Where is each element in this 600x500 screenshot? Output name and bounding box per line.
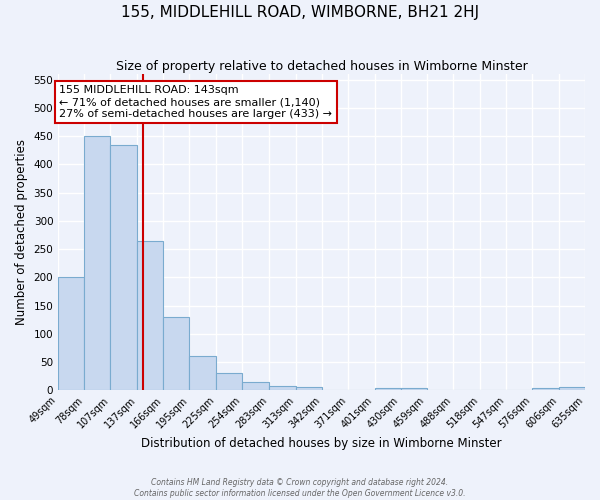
Bar [269, 386, 296, 390]
Title: Size of property relative to detached houses in Wimborne Minster: Size of property relative to detached ho… [116, 60, 527, 73]
Bar [374, 388, 401, 390]
Bar [137, 240, 163, 390]
Bar [190, 356, 217, 390]
Bar [532, 388, 559, 390]
Bar [242, 382, 269, 390]
Bar [163, 317, 190, 390]
X-axis label: Distribution of detached houses by size in Wimborne Minster: Distribution of detached houses by size … [141, 437, 502, 450]
Y-axis label: Number of detached properties: Number of detached properties [15, 139, 28, 325]
Bar [401, 388, 427, 390]
Bar [110, 144, 137, 390]
Bar [559, 388, 585, 390]
Text: 155, MIDDLEHILL ROAD, WIMBORNE, BH21 2HJ: 155, MIDDLEHILL ROAD, WIMBORNE, BH21 2HJ [121, 5, 479, 20]
Bar [84, 136, 110, 390]
Bar [58, 278, 84, 390]
Bar [296, 388, 322, 390]
Bar [217, 374, 242, 390]
Text: Contains HM Land Registry data © Crown copyright and database right 2024.
Contai: Contains HM Land Registry data © Crown c… [134, 478, 466, 498]
Text: 155 MIDDLEHILL ROAD: 143sqm
← 71% of detached houses are smaller (1,140)
27% of : 155 MIDDLEHILL ROAD: 143sqm ← 71% of det… [59, 86, 332, 118]
